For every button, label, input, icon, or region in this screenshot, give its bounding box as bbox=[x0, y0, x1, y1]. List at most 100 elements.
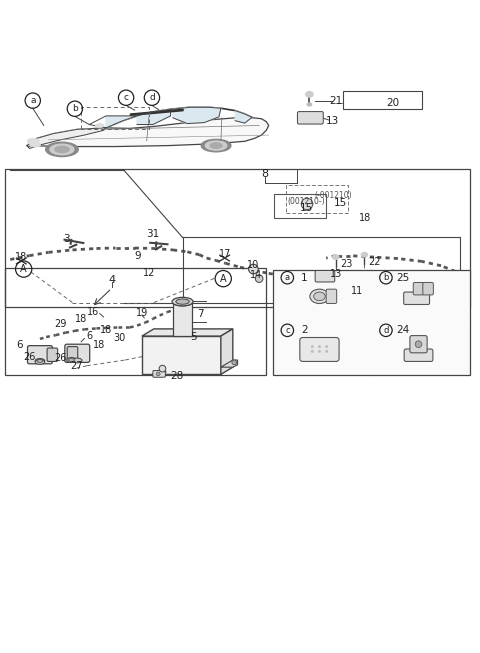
Text: 6: 6 bbox=[16, 340, 23, 350]
Text: 26: 26 bbox=[54, 353, 67, 363]
Ellipse shape bbox=[310, 289, 329, 304]
Text: 14: 14 bbox=[250, 270, 263, 280]
Ellipse shape bbox=[173, 299, 192, 306]
Ellipse shape bbox=[35, 358, 45, 363]
Ellipse shape bbox=[314, 292, 325, 300]
FancyBboxPatch shape bbox=[300, 338, 339, 362]
Circle shape bbox=[255, 275, 263, 283]
Text: 18: 18 bbox=[15, 252, 27, 262]
Text: 5: 5 bbox=[190, 332, 196, 342]
FancyBboxPatch shape bbox=[27, 345, 52, 364]
Text: 3: 3 bbox=[63, 234, 70, 244]
Text: 9: 9 bbox=[135, 251, 142, 261]
Ellipse shape bbox=[306, 91, 313, 97]
Text: (001210-): (001210-) bbox=[287, 197, 325, 206]
Ellipse shape bbox=[27, 138, 39, 144]
Ellipse shape bbox=[307, 103, 312, 106]
Text: 30: 30 bbox=[114, 332, 126, 343]
FancyBboxPatch shape bbox=[423, 283, 433, 295]
Text: 18: 18 bbox=[359, 214, 372, 223]
Ellipse shape bbox=[72, 358, 82, 363]
Text: 28: 28 bbox=[170, 372, 183, 381]
Circle shape bbox=[325, 345, 328, 348]
Text: 19: 19 bbox=[136, 308, 148, 318]
Circle shape bbox=[311, 350, 314, 353]
FancyBboxPatch shape bbox=[298, 112, 323, 124]
Text: 27: 27 bbox=[70, 360, 83, 371]
FancyBboxPatch shape bbox=[173, 302, 192, 336]
Text: 26: 26 bbox=[23, 352, 36, 362]
Text: 22: 22 bbox=[369, 257, 381, 267]
Text: 31: 31 bbox=[146, 229, 159, 238]
Circle shape bbox=[318, 350, 321, 353]
Text: 15: 15 bbox=[334, 198, 347, 208]
FancyBboxPatch shape bbox=[404, 349, 433, 362]
Text: 8: 8 bbox=[261, 169, 268, 180]
Text: 18: 18 bbox=[93, 340, 106, 350]
Text: c: c bbox=[123, 93, 129, 103]
Text: 16: 16 bbox=[87, 307, 100, 317]
Text: 25: 25 bbox=[396, 273, 409, 283]
Ellipse shape bbox=[67, 358, 76, 362]
Text: b: b bbox=[383, 273, 389, 282]
FancyBboxPatch shape bbox=[404, 292, 430, 304]
Text: 7: 7 bbox=[197, 309, 204, 319]
Text: 10: 10 bbox=[247, 260, 260, 270]
FancyBboxPatch shape bbox=[65, 344, 90, 362]
Circle shape bbox=[249, 264, 258, 274]
Text: 15: 15 bbox=[300, 203, 312, 213]
Ellipse shape bbox=[69, 358, 74, 362]
Text: 18: 18 bbox=[100, 325, 112, 335]
Ellipse shape bbox=[37, 360, 43, 362]
Text: 13: 13 bbox=[326, 116, 339, 125]
Text: 20: 20 bbox=[386, 99, 400, 108]
Text: A: A bbox=[20, 264, 27, 274]
Circle shape bbox=[159, 365, 166, 372]
Text: 4: 4 bbox=[108, 275, 115, 285]
Circle shape bbox=[318, 345, 321, 348]
Ellipse shape bbox=[172, 297, 193, 306]
Text: a: a bbox=[285, 273, 290, 282]
Circle shape bbox=[232, 360, 237, 365]
Text: 6: 6 bbox=[87, 331, 93, 341]
Text: 21: 21 bbox=[329, 95, 342, 106]
FancyBboxPatch shape bbox=[67, 347, 78, 360]
Text: 13: 13 bbox=[330, 269, 342, 279]
FancyBboxPatch shape bbox=[413, 283, 424, 295]
Polygon shape bbox=[221, 329, 233, 374]
Polygon shape bbox=[106, 116, 137, 128]
FancyBboxPatch shape bbox=[315, 270, 335, 282]
FancyBboxPatch shape bbox=[47, 348, 58, 362]
Text: 11: 11 bbox=[351, 286, 363, 296]
Ellipse shape bbox=[332, 255, 339, 259]
FancyBboxPatch shape bbox=[273, 270, 470, 375]
Text: 29: 29 bbox=[54, 319, 66, 328]
Polygon shape bbox=[27, 128, 106, 148]
Text: 23: 23 bbox=[340, 259, 352, 269]
Ellipse shape bbox=[176, 299, 189, 304]
Text: 12: 12 bbox=[143, 268, 155, 278]
Ellipse shape bbox=[50, 144, 74, 155]
Ellipse shape bbox=[46, 142, 78, 157]
Text: a: a bbox=[30, 96, 36, 105]
Ellipse shape bbox=[96, 123, 104, 127]
Circle shape bbox=[325, 350, 328, 353]
Text: 24: 24 bbox=[396, 325, 409, 336]
Polygon shape bbox=[173, 107, 221, 123]
Text: b: b bbox=[72, 104, 78, 113]
Ellipse shape bbox=[210, 143, 222, 148]
FancyBboxPatch shape bbox=[153, 370, 165, 377]
Text: 1: 1 bbox=[301, 273, 307, 283]
FancyBboxPatch shape bbox=[326, 289, 336, 304]
Polygon shape bbox=[221, 360, 238, 367]
Circle shape bbox=[415, 341, 422, 347]
Ellipse shape bbox=[35, 360, 45, 364]
Text: 2: 2 bbox=[301, 325, 307, 336]
Circle shape bbox=[311, 345, 314, 348]
Text: 18: 18 bbox=[74, 314, 87, 325]
Ellipse shape bbox=[30, 142, 40, 147]
FancyBboxPatch shape bbox=[410, 336, 427, 353]
Ellipse shape bbox=[361, 252, 368, 257]
Polygon shape bbox=[142, 336, 221, 374]
Text: d: d bbox=[149, 93, 155, 103]
